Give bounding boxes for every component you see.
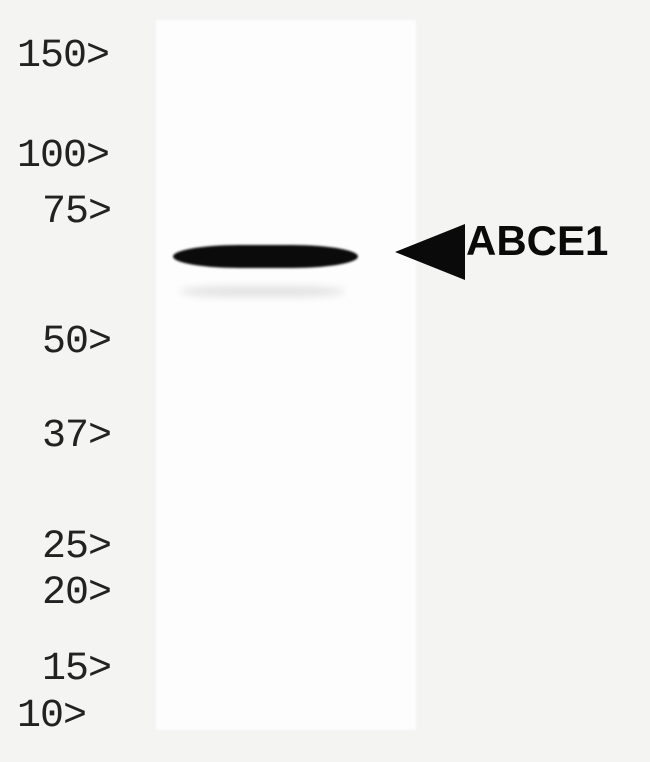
marker-75: 75> bbox=[42, 190, 111, 235]
arrowhead-icon bbox=[395, 224, 465, 280]
marker-37: 37> bbox=[42, 414, 111, 459]
band-main bbox=[173, 245, 358, 268]
band-label-abce1: ABCE1 bbox=[466, 217, 608, 265]
marker-100: 100> bbox=[17, 134, 109, 179]
marker-25: 25> bbox=[42, 525, 111, 570]
marker-10: 10> bbox=[17, 694, 86, 739]
marker-20: 20> bbox=[42, 571, 111, 616]
marker-15: 15> bbox=[42, 647, 111, 692]
blot-membrane bbox=[156, 20, 416, 730]
marker-50: 50> bbox=[42, 320, 111, 365]
band-faint bbox=[180, 286, 345, 297]
marker-150: 150> bbox=[17, 34, 109, 79]
